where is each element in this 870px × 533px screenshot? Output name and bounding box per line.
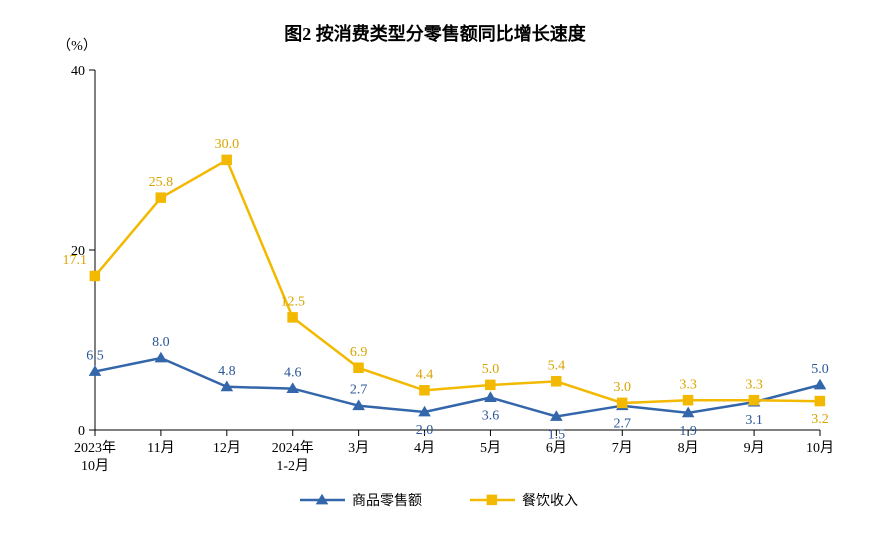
- data-label: 3.6: [482, 409, 500, 424]
- data-label: 3.1: [745, 413, 763, 428]
- marker-triangle: [155, 352, 168, 363]
- x-tick-label: 3月: [348, 440, 369, 456]
- marker-square: [749, 395, 760, 406]
- data-label: 6.9: [350, 345, 368, 360]
- marker-square: [551, 376, 562, 387]
- y-tick-label: 0: [78, 424, 85, 439]
- x-tick-label: 8月: [678, 440, 699, 456]
- data-label: 1.9: [679, 424, 697, 439]
- data-label: 5.4: [548, 358, 566, 373]
- data-label: 8.0: [152, 335, 170, 350]
- marker-square: [815, 396, 826, 407]
- y-axis-unit: （%）: [57, 38, 97, 54]
- marker-triangle: [484, 391, 497, 402]
- data-label: 2.0: [416, 423, 434, 438]
- data-label: 5.0: [482, 362, 500, 377]
- marker-square: [617, 398, 628, 409]
- data-label: 17.1: [63, 253, 88, 268]
- chart-title: 图2 按消费类型分零售额同比增长速度: [284, 23, 586, 44]
- marker-square: [221, 155, 232, 166]
- x-tick-label: 11月: [147, 440, 174, 456]
- data-label: 2.7: [350, 383, 368, 398]
- data-label: 6.5: [86, 349, 104, 364]
- data-label: 2.7: [614, 417, 632, 432]
- legend-label: 餐饮收入: [522, 493, 578, 509]
- data-label: 5.0: [811, 362, 829, 377]
- x-tick-label: 4月: [414, 440, 435, 456]
- data-label: 1.5: [548, 428, 566, 443]
- data-label: 4.6: [284, 366, 302, 381]
- x-tick-label: 12月: [213, 440, 241, 456]
- marker-square: [156, 192, 167, 203]
- marker-square: [287, 312, 298, 323]
- data-label: 4.8: [218, 364, 236, 379]
- data-label: 12.5: [280, 295, 305, 310]
- marker-square: [419, 385, 430, 396]
- data-label: 3.0: [614, 380, 632, 395]
- x-tick-label-2: 1-2月: [276, 458, 309, 474]
- data-label: 3.3: [745, 377, 763, 392]
- marker-triangle: [814, 379, 827, 390]
- x-tick-label: 10月: [806, 440, 834, 456]
- marker-square: [353, 363, 364, 374]
- data-label: 4.4: [416, 367, 434, 382]
- x-tick-label-2: 10月: [81, 458, 109, 474]
- x-tick-label: 2023年: [74, 440, 116, 456]
- x-tick-label: 5月: [480, 440, 501, 456]
- data-label: 30.0: [215, 137, 240, 152]
- x-tick-label: 9月: [744, 440, 765, 456]
- data-label: 25.8: [149, 175, 174, 190]
- x-tick-label: 2024年: [272, 440, 314, 456]
- marker-square: [683, 395, 694, 406]
- chart-container: 图2 按消费类型分零售额同比增长速度（%）020402023年10月11月12月…: [0, 0, 870, 533]
- marker-square: [485, 380, 496, 391]
- data-label: 3.2: [811, 412, 829, 427]
- marker-square: [90, 271, 101, 282]
- y-tick-label: 40: [71, 64, 85, 79]
- line-chart: 图2 按消费类型分零售额同比增长速度（%）020402023年10月11月12月…: [0, 0, 870, 533]
- x-tick-label: 7月: [612, 440, 633, 456]
- data-label: 3.3: [679, 377, 697, 392]
- legend-label: 商品零售额: [352, 493, 422, 509]
- series-line-1: [95, 160, 820, 403]
- legend-marker-square: [487, 495, 498, 506]
